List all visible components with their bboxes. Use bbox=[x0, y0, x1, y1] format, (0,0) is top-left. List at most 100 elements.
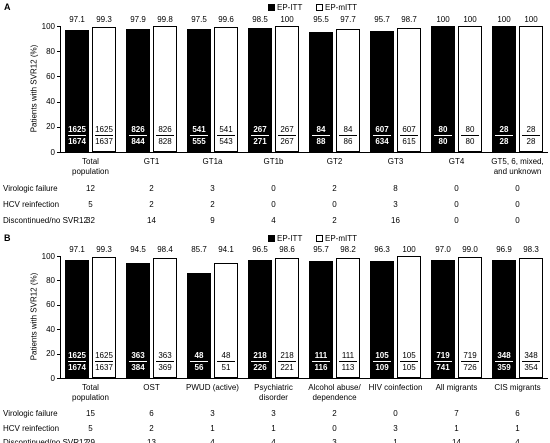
value-label: 98.3 bbox=[523, 245, 539, 254]
row-value: 1 bbox=[271, 424, 276, 433]
value-label: 97.1 bbox=[69, 245, 85, 254]
fraction-line bbox=[495, 361, 513, 362]
fraction-line bbox=[312, 135, 330, 136]
bar-numerator: 348 bbox=[497, 351, 511, 360]
fraction-line bbox=[217, 135, 235, 136]
row-value: 4 bbox=[271, 216, 276, 225]
row-label: HCV reinfection bbox=[3, 200, 60, 209]
fraction-line bbox=[522, 135, 540, 136]
x-axis-line bbox=[60, 152, 548, 153]
bar-denominator: 1637 bbox=[95, 137, 113, 146]
bar bbox=[275, 26, 299, 152]
value-label: 96.5 bbox=[252, 245, 268, 254]
row-label: Discontinued/no SVR12 bbox=[3, 438, 88, 443]
y-tick-label: 0 bbox=[50, 147, 55, 157]
bar-denominator: 80 bbox=[438, 137, 448, 146]
x-tick-label: PWUD (active) bbox=[186, 383, 239, 392]
bar bbox=[248, 27, 272, 152]
y-tick-label: 100 bbox=[41, 21, 55, 31]
row-value: 15 bbox=[86, 409, 95, 418]
row-value: 9 bbox=[210, 216, 215, 225]
x-tick-label: OST bbox=[143, 383, 160, 392]
bar-numerator: 80 bbox=[465, 125, 475, 134]
value-label: 100 bbox=[436, 15, 450, 24]
y-tick bbox=[57, 329, 60, 331]
bar-denominator: 28 bbox=[499, 137, 509, 146]
value-label: 99.3 bbox=[96, 15, 112, 24]
bar-denominator: 543 bbox=[219, 137, 233, 146]
row-value: 2 bbox=[210, 200, 215, 209]
legend-swatch bbox=[268, 4, 275, 11]
bar bbox=[492, 259, 516, 378]
row-value: 0 bbox=[271, 184, 276, 193]
bar-numerator: 267 bbox=[253, 125, 267, 134]
bar bbox=[248, 260, 272, 378]
bar-numerator: 28 bbox=[526, 125, 536, 134]
fraction-line bbox=[373, 135, 391, 136]
bar-numerator: 607 bbox=[402, 125, 416, 134]
bar bbox=[458, 257, 482, 378]
bar-denominator: 271 bbox=[253, 137, 267, 146]
bar-numerator: 218 bbox=[253, 351, 267, 360]
row-value: 5 bbox=[88, 200, 93, 209]
legend-label: EP-ITT bbox=[277, 234, 303, 243]
row-value: 4 bbox=[210, 438, 215, 443]
bar-denominator: 56 bbox=[194, 363, 204, 372]
y-tick-label: 40 bbox=[46, 324, 55, 334]
bar-numerator: 1625 bbox=[95, 125, 113, 134]
bar-numerator: 28 bbox=[499, 125, 509, 134]
x-tick-label: GT2 bbox=[326, 157, 343, 166]
bar-numerator: 1625 bbox=[68, 125, 86, 134]
bar-numerator: 1625 bbox=[95, 351, 113, 360]
row-label: Virologic failure bbox=[3, 409, 58, 418]
y-tick bbox=[57, 26, 60, 27]
bar-denominator: 88 bbox=[316, 137, 326, 146]
y-tick-label: 80 bbox=[46, 46, 55, 56]
row-value: 4 bbox=[515, 438, 520, 443]
y-tick bbox=[57, 76, 60, 78]
bar-numerator: 105 bbox=[402, 351, 416, 360]
row-value: 0 bbox=[271, 200, 276, 209]
bar-numerator: 363 bbox=[158, 351, 172, 360]
row-value: 6 bbox=[515, 409, 520, 418]
row-value: 3 bbox=[210, 184, 215, 193]
fraction-line bbox=[156, 135, 174, 136]
x-tick-label: Alcohol abuse/ dependence bbox=[308, 383, 361, 402]
value-label: 94.1 bbox=[218, 245, 234, 254]
fraction-line bbox=[461, 135, 479, 136]
bar bbox=[519, 26, 543, 152]
value-label: 97.5 bbox=[191, 15, 207, 24]
row-value: 13 bbox=[147, 438, 156, 443]
row-value: 6 bbox=[149, 409, 154, 418]
bar-denominator: 1674 bbox=[68, 363, 86, 372]
bar bbox=[126, 28, 150, 152]
fraction-line bbox=[373, 361, 391, 362]
value-label: 97.0 bbox=[435, 245, 451, 254]
legend-label: EP-mITT bbox=[325, 234, 357, 243]
fraction-line bbox=[339, 361, 357, 362]
bar bbox=[492, 26, 516, 152]
row-value: 4 bbox=[271, 438, 276, 443]
bar-denominator: 555 bbox=[192, 137, 206, 146]
bar bbox=[519, 258, 543, 378]
value-label: 99.8 bbox=[157, 15, 173, 24]
row-value: 0 bbox=[454, 200, 459, 209]
y-tick-label: 0 bbox=[50, 373, 55, 383]
bar bbox=[336, 28, 360, 152]
bar-denominator: 354 bbox=[524, 363, 538, 372]
bar-numerator: 84 bbox=[316, 125, 326, 134]
bar-denominator: 28 bbox=[526, 137, 536, 146]
bar-numerator: 111 bbox=[341, 351, 355, 360]
bar-numerator: 105 bbox=[375, 351, 389, 360]
y-axis-line bbox=[60, 26, 61, 152]
y-tick bbox=[57, 126, 60, 128]
fraction-line bbox=[129, 361, 147, 362]
bar bbox=[65, 259, 89, 378]
row-value: 14 bbox=[147, 216, 156, 225]
x-tick-label: GT1 bbox=[143, 157, 160, 166]
row-value: 1 bbox=[210, 424, 215, 433]
row-value: 3 bbox=[393, 200, 398, 209]
fraction-line bbox=[461, 361, 479, 362]
bar bbox=[126, 262, 150, 378]
